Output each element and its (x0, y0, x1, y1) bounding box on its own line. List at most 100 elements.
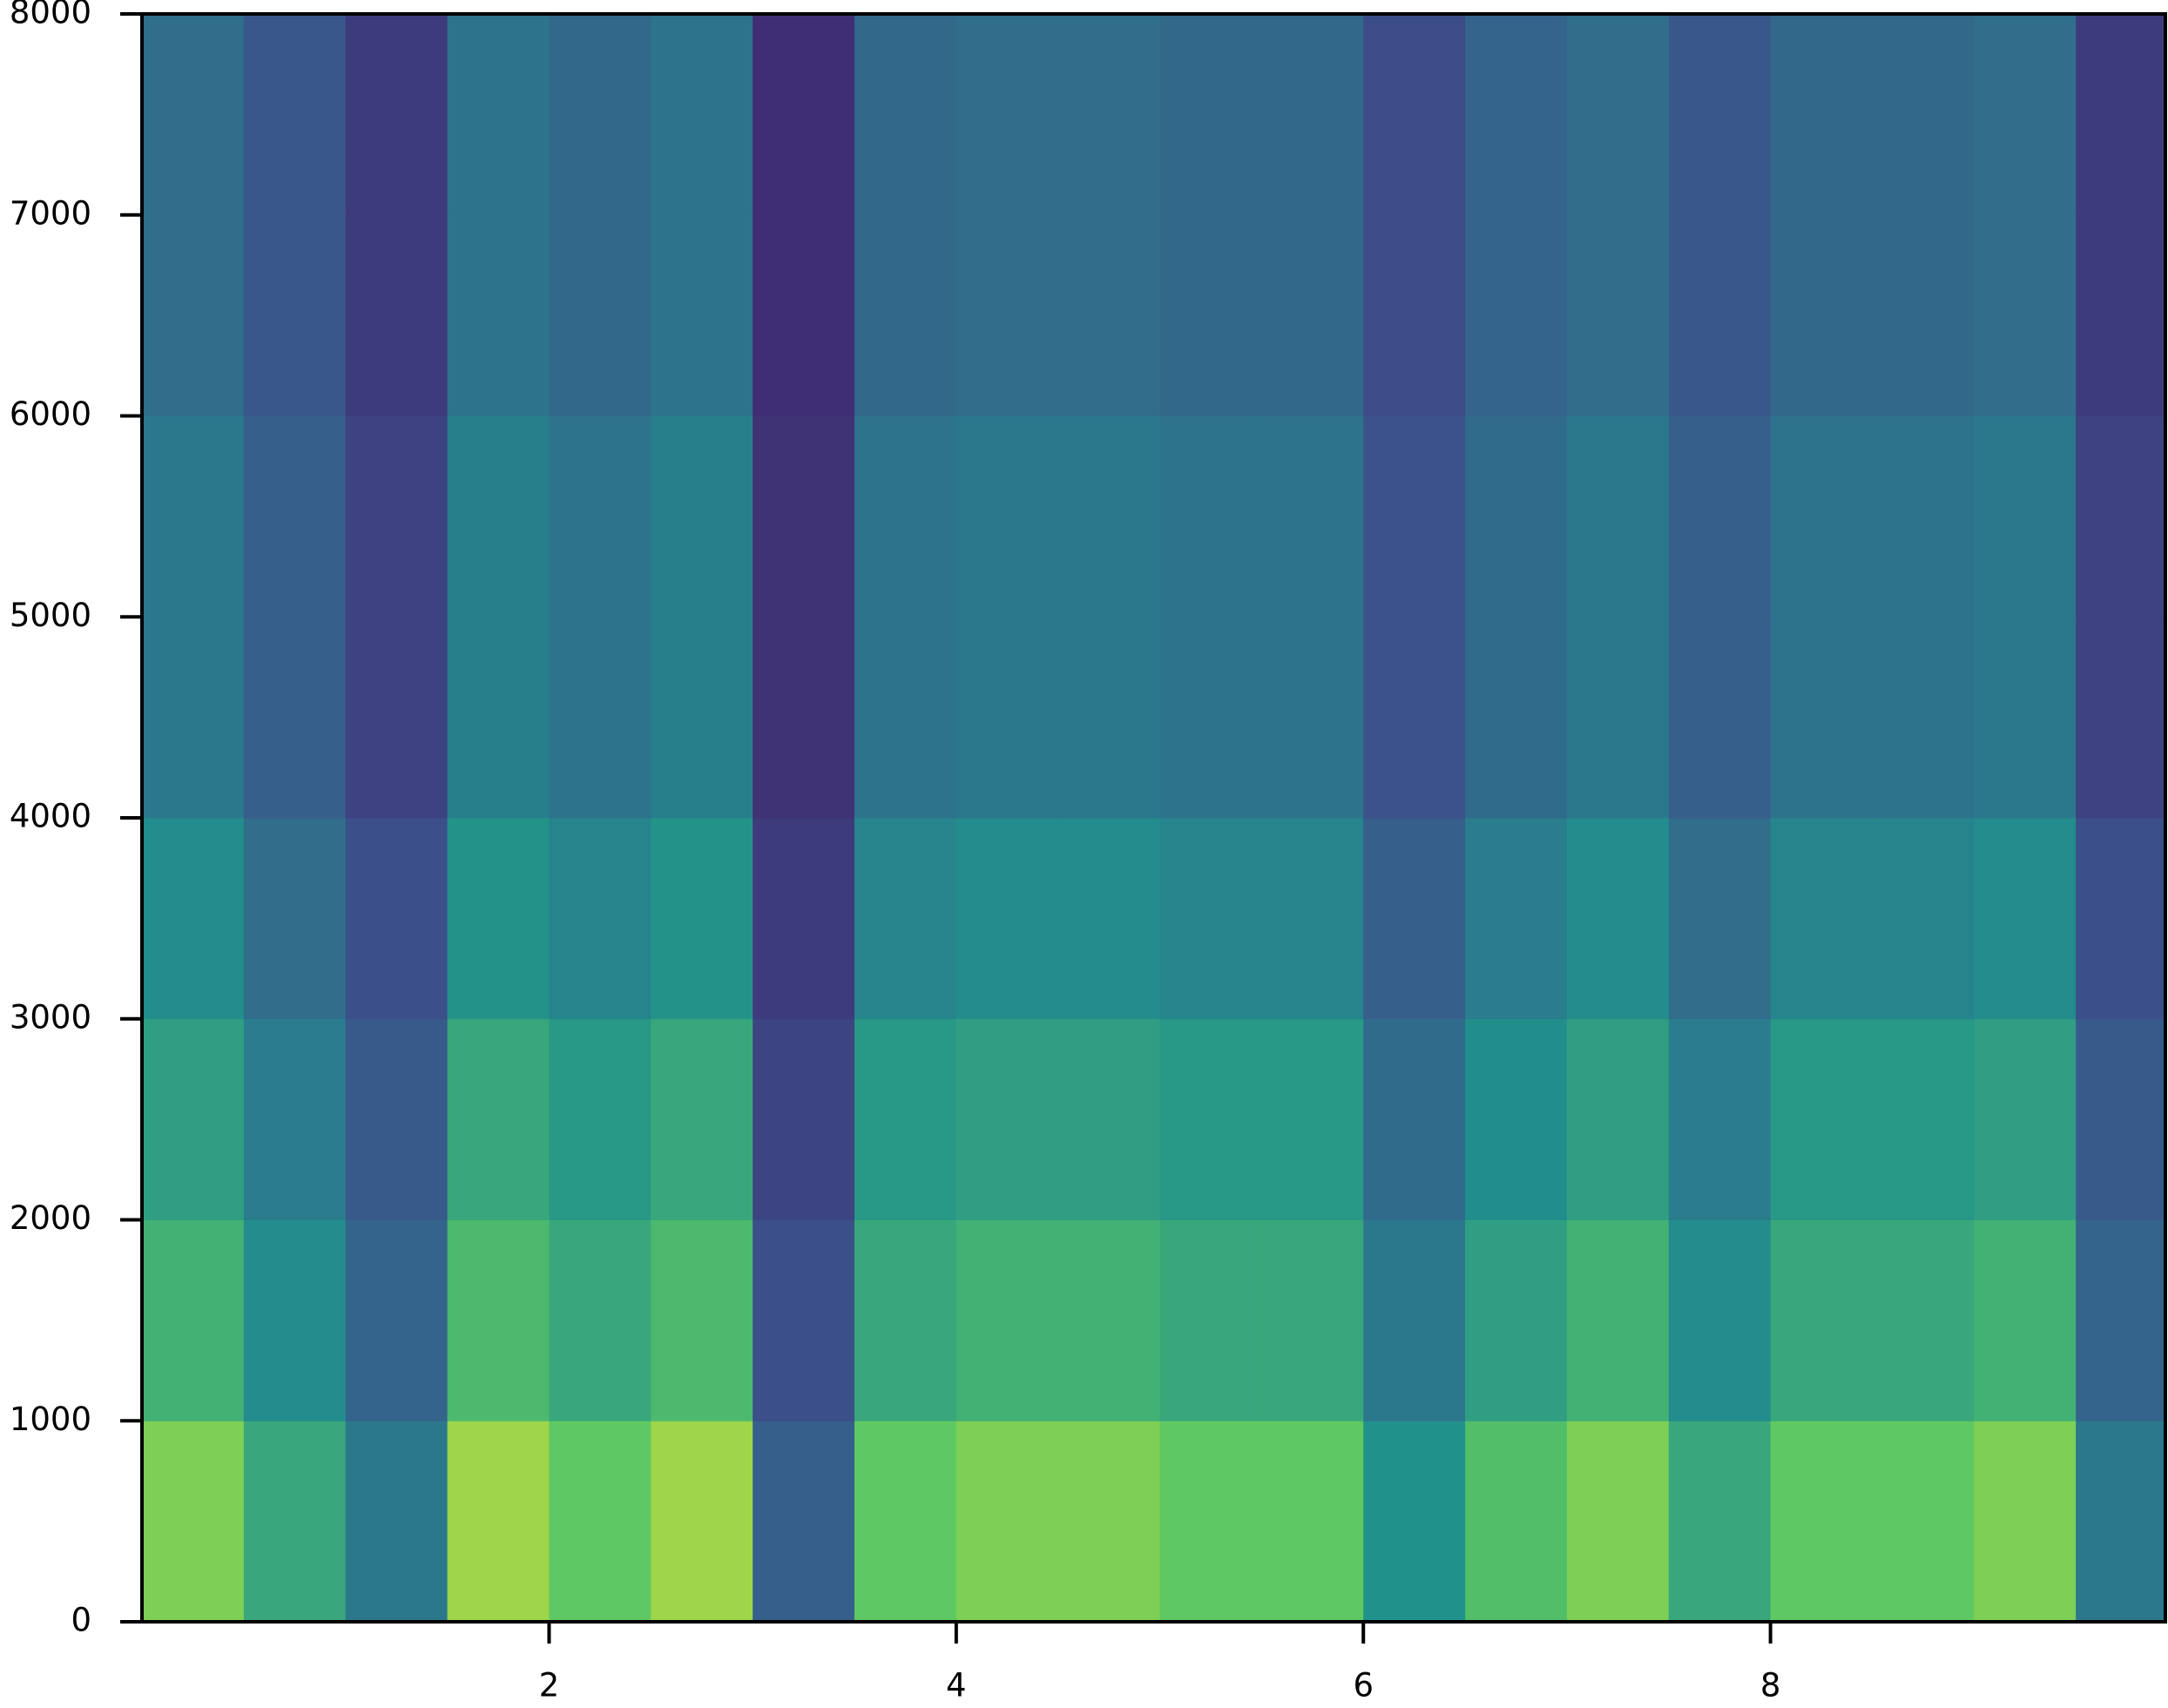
cell (753, 415, 855, 618)
cell (142, 14, 245, 216)
cell (2076, 214, 2166, 416)
cell (243, 14, 347, 216)
cell (1465, 818, 1568, 1020)
cell (1770, 617, 1873, 819)
cell (1057, 1018, 1161, 1220)
cell (753, 617, 855, 819)
cell (1668, 1421, 1772, 1623)
cell (447, 617, 550, 819)
cell (142, 214, 245, 416)
cell (956, 415, 1059, 618)
cell (651, 1219, 753, 1421)
y-tick-label: 8000 (10, 0, 91, 31)
cell (1057, 415, 1161, 618)
cell (956, 214, 1059, 416)
cell (1566, 818, 1670, 1020)
cell (447, 1219, 550, 1421)
cell (956, 1219, 1059, 1421)
cell (1872, 1018, 1975, 1220)
cell (1668, 415, 1772, 618)
cell (1363, 214, 1466, 416)
cell (1974, 818, 2077, 1020)
cell (1668, 1018, 1772, 1220)
cell (753, 1219, 855, 1421)
cell (142, 415, 245, 618)
cell (447, 214, 550, 416)
cell (1363, 818, 1466, 1020)
cell (1974, 1421, 2077, 1623)
cell (549, 14, 652, 216)
cell (956, 1421, 1059, 1623)
cell (1668, 617, 1772, 819)
cell (1668, 14, 1772, 216)
y-tick-label: 1000 (10, 1401, 91, 1438)
cell (854, 14, 957, 216)
cell (1057, 1421, 1161, 1623)
cell (1057, 617, 1161, 819)
cell (345, 818, 449, 1020)
cell (651, 14, 753, 216)
x-tick-label: 6 (1353, 1667, 1374, 1705)
cell (854, 1018, 957, 1220)
cell (1465, 1421, 1568, 1623)
cell (1159, 415, 1262, 618)
y-tick-label: 7000 (10, 194, 91, 232)
cell (549, 1018, 652, 1220)
cell (1872, 617, 1975, 819)
cell (2076, 14, 2166, 216)
cell (345, 214, 449, 416)
cell (2076, 818, 2166, 1020)
cell (1974, 214, 2077, 416)
cell (243, 1018, 347, 1220)
cell (447, 14, 550, 216)
cell (753, 14, 855, 216)
cell (1363, 1421, 1466, 1623)
cell (1261, 14, 1364, 216)
cell (1363, 1018, 1466, 1220)
cell (753, 1018, 855, 1220)
cell (1770, 1018, 1873, 1220)
cell (1872, 1219, 1975, 1421)
cell (243, 617, 347, 819)
cell (345, 14, 449, 216)
cell (956, 818, 1059, 1020)
cell (1872, 214, 1975, 416)
cell (651, 617, 753, 819)
cell (956, 617, 1059, 819)
cell (753, 214, 855, 416)
cell (1770, 1219, 1873, 1421)
cell (345, 617, 449, 819)
cell (1261, 1219, 1364, 1421)
cell (753, 818, 855, 1020)
cell (1872, 14, 1975, 216)
cell (549, 415, 652, 618)
y-tick-label: 5000 (10, 597, 91, 634)
cell (1566, 1421, 1670, 1623)
cell (651, 818, 753, 1020)
cell (142, 617, 245, 819)
cell (854, 1421, 957, 1623)
cell (243, 818, 347, 1020)
cell (956, 14, 1059, 216)
cell (142, 818, 245, 1020)
cell (1465, 214, 1568, 416)
cell (1159, 214, 1262, 416)
cell (2076, 415, 2166, 618)
cell (142, 1018, 245, 1220)
cell (1057, 14, 1161, 216)
x-tick-label: 8 (1760, 1667, 1781, 1705)
cell (345, 415, 449, 618)
cell (2076, 1219, 2166, 1421)
y-tick-label: 4000 (10, 798, 91, 835)
x-tick-label: 4 (946, 1667, 967, 1705)
cell (1974, 1018, 2077, 1220)
cell (753, 1421, 855, 1623)
y-tick-label: 2000 (10, 1199, 91, 1237)
y-tick-label: 0 (71, 1602, 91, 1639)
cell (1261, 818, 1364, 1020)
cell (1261, 415, 1364, 618)
cell (142, 1219, 245, 1421)
cell (1974, 1219, 2077, 1421)
cell (854, 214, 957, 416)
